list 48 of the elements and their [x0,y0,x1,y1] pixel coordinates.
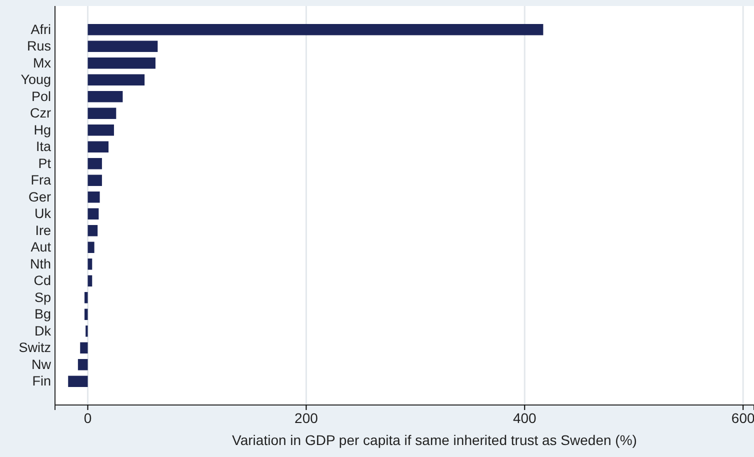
bar [78,359,88,370]
y-tick-label: Ire [35,222,51,238]
y-tick-label: Cd [34,273,51,288]
y-tick-label: Ita [36,139,52,154]
y-tick-label: Pol [31,88,51,104]
x-tick-label: 200 [294,410,318,426]
y-tick-label: Youg [20,72,51,88]
y-tick-label: Aut [30,240,52,255]
y-tick-label: Czr [30,106,52,121]
y-tick-label: Fin [32,374,51,389]
y-tick-label: Sp [34,290,51,305]
y-tick-label: Ger [28,189,52,204]
bar [88,58,156,69]
y-tick-label: Pt [38,156,52,171]
bar [88,242,94,253]
bar [88,174,102,186]
y-tick-label: Mx [33,55,52,70]
y-tick-label: Hg [34,122,51,138]
bar [88,91,123,102]
x-axis-title: Variation in GDP per capita if same inherited trust as Sweden (%) [232,432,637,448]
y-tick-label: Rus [26,38,52,54]
y-tick-label: Nth [30,256,51,272]
bar [88,158,102,170]
bar [88,208,99,220]
y-tick-label: Bg [34,306,51,322]
bar [88,40,158,52]
y-tick-label: Uk [34,206,52,222]
bar [88,225,98,236]
x-tick-label: 600 [731,410,754,426]
y-tick-label: Fra [30,172,52,188]
bar [68,376,88,387]
bar [88,275,92,286]
y-tick-label: Dk [34,323,52,338]
bar [84,292,88,304]
bar [88,141,109,152]
bar [88,124,114,136]
y-tick-label: Switz [18,340,52,356]
y-tick-label: Afri [30,22,51,37]
bar [88,108,116,119]
bar [84,308,88,320]
x-tick-label: 0 [84,410,92,426]
bar [80,342,88,354]
bar [88,192,100,203]
y-tick-label: Nw [32,356,52,372]
bar [88,24,544,36]
x-tick-label: 400 [512,410,537,426]
bar [88,258,92,270]
bar [88,74,145,86]
